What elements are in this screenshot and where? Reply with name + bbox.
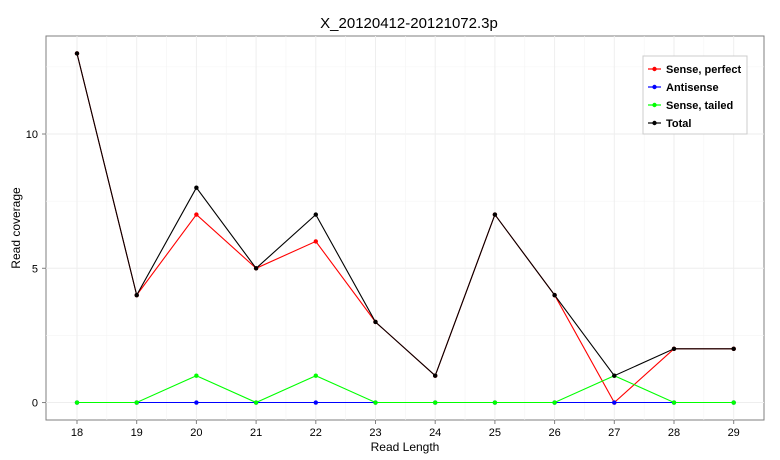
data-point (313, 373, 318, 378)
data-point (433, 373, 438, 378)
data-series (74, 51, 736, 405)
x-tick-label: 29 (728, 427, 740, 439)
legend-key-point (652, 66, 657, 72)
series-line (77, 375, 734, 404)
data-point (313, 239, 318, 244)
data-point (313, 212, 318, 217)
x-tick-label: 26 (548, 427, 560, 439)
data-point (612, 400, 617, 405)
data-point (74, 400, 80, 405)
data-point (552, 400, 557, 405)
y-tick-label: 0 (32, 398, 38, 410)
legend-key-point (652, 84, 657, 90)
data-point (671, 400, 677, 405)
data-point (492, 400, 498, 405)
data-point (134, 292, 139, 298)
legend-key-point (652, 102, 657, 108)
series-total (74, 51, 736, 378)
x-tick-label: 20 (190, 427, 202, 439)
data-point (134, 400, 139, 405)
series-sense-tailed (74, 373, 736, 405)
data-point (253, 266, 259, 271)
data-point (731, 400, 736, 405)
x-axis-title: Read Length (371, 440, 440, 454)
legend-label: Sense, perfect (666, 64, 742, 76)
x-tick-label: 23 (369, 427, 381, 439)
legend: Sense, perfect Antisense Sense, tailed Tota… (642, 55, 748, 135)
x-tick-label: 21 (250, 427, 262, 439)
data-point (253, 400, 259, 405)
data-point (492, 212, 498, 217)
data-point (313, 400, 318, 405)
legend-label: Total (666, 118, 691, 130)
data-point (373, 400, 378, 405)
y-tick-label: 10 (26, 129, 38, 141)
legend-key-point (652, 120, 657, 126)
x-tick-label: 28 (668, 427, 680, 439)
y-axis: 0 5 10 (26, 129, 46, 410)
x-tick-label: 19 (131, 427, 143, 439)
data-point (612, 373, 617, 378)
x-tick-label: 27 (608, 427, 620, 439)
data-point (671, 346, 677, 352)
x-tick-label: 25 (489, 427, 501, 439)
legend-label: Sense, tailed (666, 100, 733, 112)
chart-title: X_20120412-20121072.3p (320, 15, 498, 32)
data-point (74, 51, 80, 56)
data-point (433, 400, 438, 405)
x-tick-label: 22 (310, 427, 322, 439)
data-point (194, 185, 199, 190)
data-point (194, 373, 199, 378)
data-point (194, 400, 199, 405)
y-axis-title: Read coverage (9, 187, 23, 269)
legend-label: Antisense (666, 82, 719, 94)
data-point (731, 346, 736, 352)
data-point (194, 212, 199, 217)
series-line (76, 53, 734, 377)
x-tick-label: 24 (429, 427, 441, 439)
x-tick-label: 18 (71, 427, 83, 439)
data-point (373, 319, 378, 325)
x-axis: 18 19 20 21 22 23 24 25 26 27 28 29 (71, 420, 740, 439)
y-tick-label: 5 (32, 263, 38, 275)
data-point (552, 292, 557, 298)
